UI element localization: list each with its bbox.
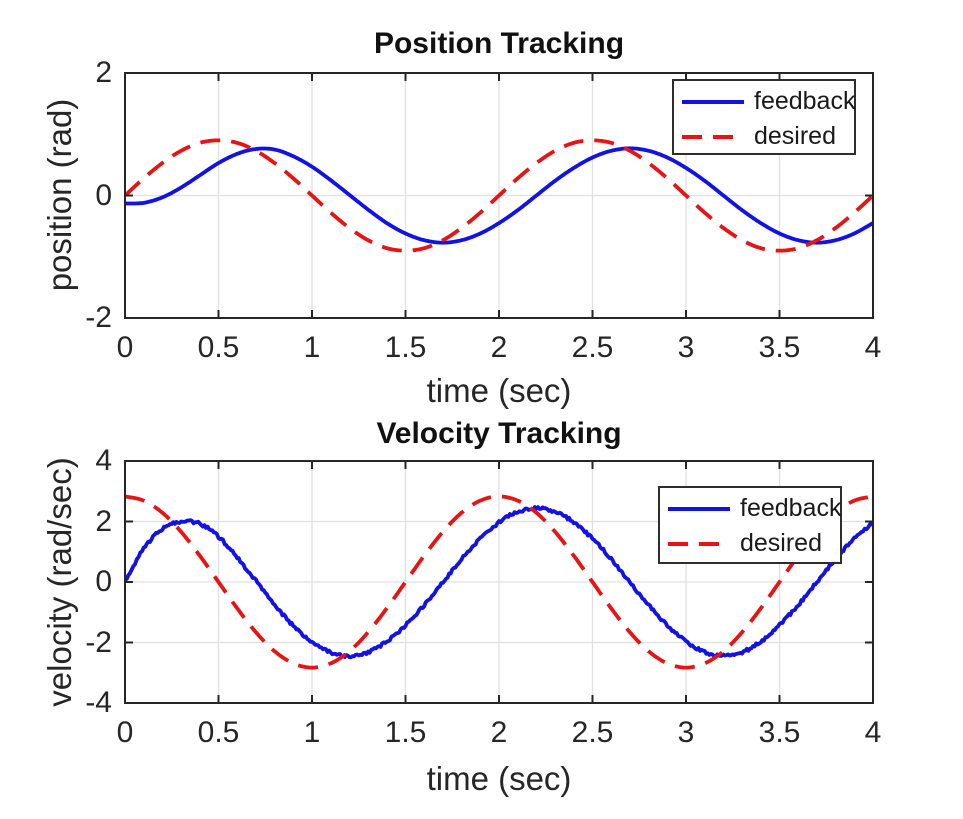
x-tick-label: 3 [677,331,695,364]
y-tick-label: 2 [95,56,112,89]
velocity-legend: feedback desired [658,486,842,564]
velocity-plot-area [124,460,874,704]
y-tick-label: -2 [85,625,112,659]
x-tick-label: 1.5 [384,716,427,749]
legend-item-desired: desired [660,526,840,561]
velocity-chart-title: Velocity Tracking [376,417,622,450]
desired-line-sample [668,541,730,546]
y-tick-label: 2 [95,504,112,538]
x-tick-label: 0 [116,331,134,364]
position-x-axis-label: time (sec) [426,372,572,409]
x-tick-label: 0 [116,716,134,749]
desired-line-sample [682,134,744,139]
position-chart-title: Position Tracking [373,27,625,60]
legend-label-feedback: feedback [754,87,856,115]
x-tick-label: 3.5 [758,331,801,364]
feedback-line-sample [682,99,744,104]
legend-label-desired: desired [740,529,822,557]
legend-label-desired: desired [754,122,836,150]
x-tick-label: 3 [677,716,695,749]
x-tick-label: 4 [864,331,882,364]
y-tick-label: 4 [95,444,112,477]
legend-item-desired: desired [674,119,854,154]
x-tick-label: 1 [303,331,321,364]
feedback-line-sample [668,506,730,511]
velocity-x-axis-label: time (sec) [426,760,572,797]
legend-item-feedback: feedback [674,84,856,119]
y-tick-label: -2 [85,301,112,334]
x-tick-label: 0.5 [197,716,240,749]
y-tick-label: 0 [95,565,112,598]
position-plot-area [124,72,874,319]
x-tick-label: 2.5 [571,716,614,749]
x-tick-label: 2 [490,716,508,749]
series-curve-feedback [125,146,873,245]
y-tick-label: 0 [95,178,112,212]
series-curve-desired [125,138,873,253]
x-tick-label: 1 [303,716,321,749]
legend-label-feedback: feedback [740,494,842,522]
x-tick-label: 2.5 [571,331,614,364]
x-tick-label: 0.5 [197,331,240,364]
x-tick-label: 2 [490,331,508,364]
y-tick-label: -4 [85,686,112,719]
x-tick-label: 3.5 [758,716,801,749]
legend-item-feedback: feedback [660,491,842,526]
x-tick-label: 4 [864,716,882,749]
x-tick-label: 1.5 [384,331,427,364]
position-legend: feedback desired [672,79,856,155]
series-curve-feedback [125,505,873,660]
